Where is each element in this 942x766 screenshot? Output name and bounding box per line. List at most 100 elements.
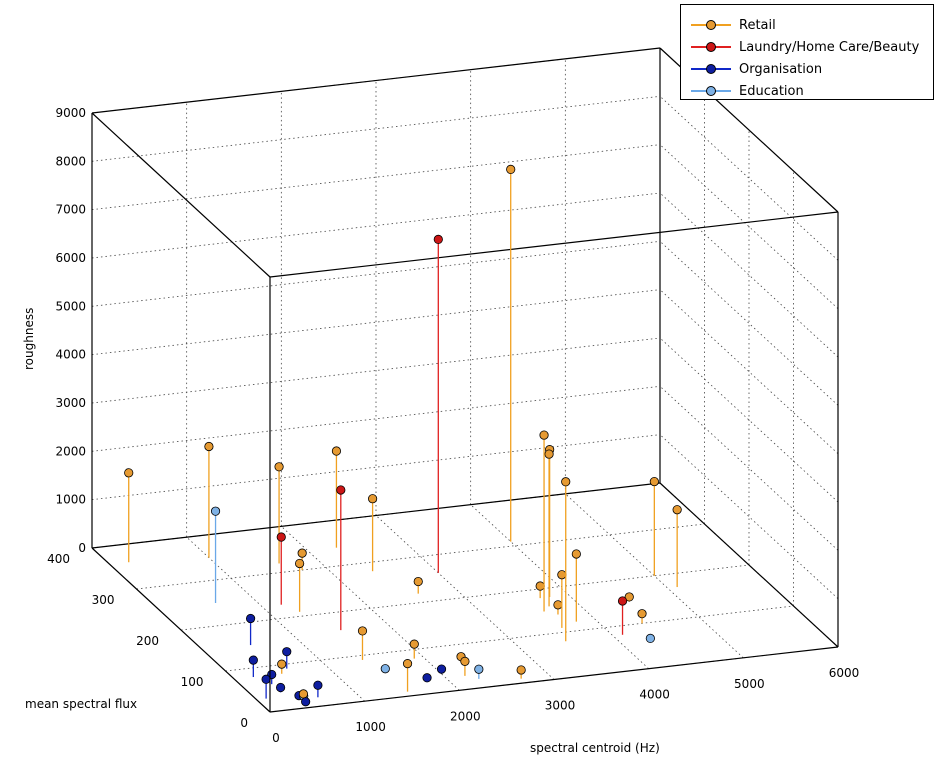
- z-tick-label: 3000: [55, 396, 86, 410]
- legend-item-laundry: Laundry/Home Care/Beauty: [681, 37, 933, 57]
- y-tick-label: 300: [92, 593, 115, 607]
- floor-grid-line: [180, 564, 750, 631]
- side-wall-grid-line: [659, 241, 839, 406]
- data-point-series-0: [539, 430, 549, 440]
- axes-box-edge: [659, 482, 839, 648]
- data-point-series-2: [436, 664, 447, 674]
- legend-marker-retail: [691, 15, 731, 35]
- data-point-series-0: [624, 592, 634, 602]
- axes-box-edge: [269, 646, 839, 713]
- y-tick-label: 400: [47, 552, 70, 566]
- data-point-series-0: [553, 600, 563, 610]
- data-point-series-0: [295, 558, 305, 569]
- data-point-series-0: [460, 656, 470, 666]
- back-wall-grid-line: [91, 144, 661, 211]
- back-wall-grid-line: [91, 434, 661, 501]
- data-point-series-0: [544, 449, 554, 459]
- tick-labels: 0100020003000400050006000010020030040001…: [47, 106, 859, 745]
- data-point-series-1: [336, 485, 346, 495]
- data-point-series-0: [402, 659, 413, 669]
- data-point-series-2: [261, 674, 271, 684]
- back-wall-grid-line: [91, 192, 661, 259]
- z-tick-label: 7000: [55, 203, 86, 217]
- legend-label-organisation: Organisation: [739, 61, 823, 77]
- data-point-series-0: [277, 659, 287, 669]
- floor-grid-line: [281, 526, 460, 691]
- y-tick-label: 0: [240, 716, 248, 730]
- x-tick-label: 1000: [355, 720, 386, 734]
- z-tick-label: 4000: [55, 348, 86, 362]
- legend-item-retail: Retail: [681, 15, 933, 35]
- legend-marker-education: [691, 81, 731, 101]
- x-tick-label: 6000: [829, 666, 860, 680]
- grid-layer: [91, 47, 839, 713]
- back-wall-grid-line: [91, 385, 661, 452]
- x-tick-label: 0: [272, 731, 280, 745]
- axes-box-edge: [91, 47, 661, 114]
- x-axis-label: spectral centroid (Hz): [530, 741, 660, 755]
- floor-grid-line: [136, 523, 705, 590]
- y-tick-label: 200: [136, 634, 159, 648]
- data-point-series-0: [274, 462, 284, 472]
- axes-box-edge: [91, 112, 271, 278]
- data-point-series-0: [571, 549, 581, 559]
- data-point-series-3: [380, 664, 390, 674]
- data-point-series-0: [331, 446, 342, 456]
- back-wall-grid-line: [91, 289, 661, 356]
- legend-label-laundry: Laundry/Home Care/Beauty: [739, 39, 920, 55]
- data-point-series-0: [124, 468, 134, 478]
- data-point-series-3: [645, 633, 655, 644]
- legend-label-education: Education: [739, 83, 804, 99]
- data-point-series-3: [474, 664, 484, 674]
- data-point-series-1: [433, 234, 443, 244]
- data-point-series-0: [413, 576, 423, 587]
- data-point-series-2: [282, 647, 292, 657]
- data-point-series-1: [617, 596, 628, 606]
- legend-dot: [706, 86, 716, 96]
- back-wall-grid-line: [91, 337, 661, 404]
- data-point-series-0: [357, 626, 368, 636]
- z-tick-label: 2000: [55, 444, 86, 458]
- z-axis-label: roughness: [22, 308, 36, 370]
- axes-box: [91, 47, 839, 713]
- data-point-series-0: [672, 505, 682, 515]
- floor-grid-line: [470, 504, 649, 669]
- data-point-series-0: [506, 164, 516, 174]
- legend: Retail Laundry/Home Care/Beauty Organisa…: [680, 4, 934, 100]
- data-point-series-0: [298, 689, 309, 699]
- legend-dot: [706, 20, 716, 30]
- z-tick-label: 9000: [55, 106, 86, 120]
- back-wall-grid-line: [91, 95, 661, 162]
- data-point-series-2: [248, 655, 258, 665]
- x-tick-label: 4000: [639, 688, 670, 702]
- data-point-series-0: [204, 441, 214, 452]
- legend-item-education: Education: [681, 81, 933, 101]
- axes-box-edge: [269, 211, 839, 278]
- floor-grid-line: [225, 605, 794, 672]
- data-point-series-2: [422, 673, 432, 683]
- x-tick-label: 3000: [545, 699, 576, 713]
- axes-box-edge: [91, 547, 271, 713]
- data-point-series-0: [297, 548, 307, 558]
- data-stems: [124, 164, 682, 707]
- data-point-series-0: [561, 477, 571, 487]
- data-point-series-1: [276, 532, 286, 542]
- data-point-series-2: [313, 680, 323, 690]
- data-point-series-0: [367, 494, 378, 504]
- z-tick-label: 0: [78, 541, 86, 555]
- legend-item-organisation: Organisation: [681, 59, 933, 79]
- legend-dot: [706, 42, 716, 52]
- back-wall-grid-line: [91, 240, 661, 307]
- legend-dot: [706, 64, 716, 74]
- data-point-series-2: [275, 682, 286, 693]
- y-axis-label: mean spectral flux: [25, 697, 137, 711]
- data-point-series-0: [409, 639, 419, 649]
- legend-label-retail: Retail: [739, 17, 776, 33]
- x-tick-label: 5000: [734, 677, 765, 691]
- y-tick-label: 100: [181, 675, 204, 689]
- side-wall-grid-line: [659, 434, 839, 599]
- z-tick-label: 6000: [55, 251, 86, 265]
- data-point-series-0: [557, 570, 567, 580]
- data-point-series-0: [637, 609, 647, 619]
